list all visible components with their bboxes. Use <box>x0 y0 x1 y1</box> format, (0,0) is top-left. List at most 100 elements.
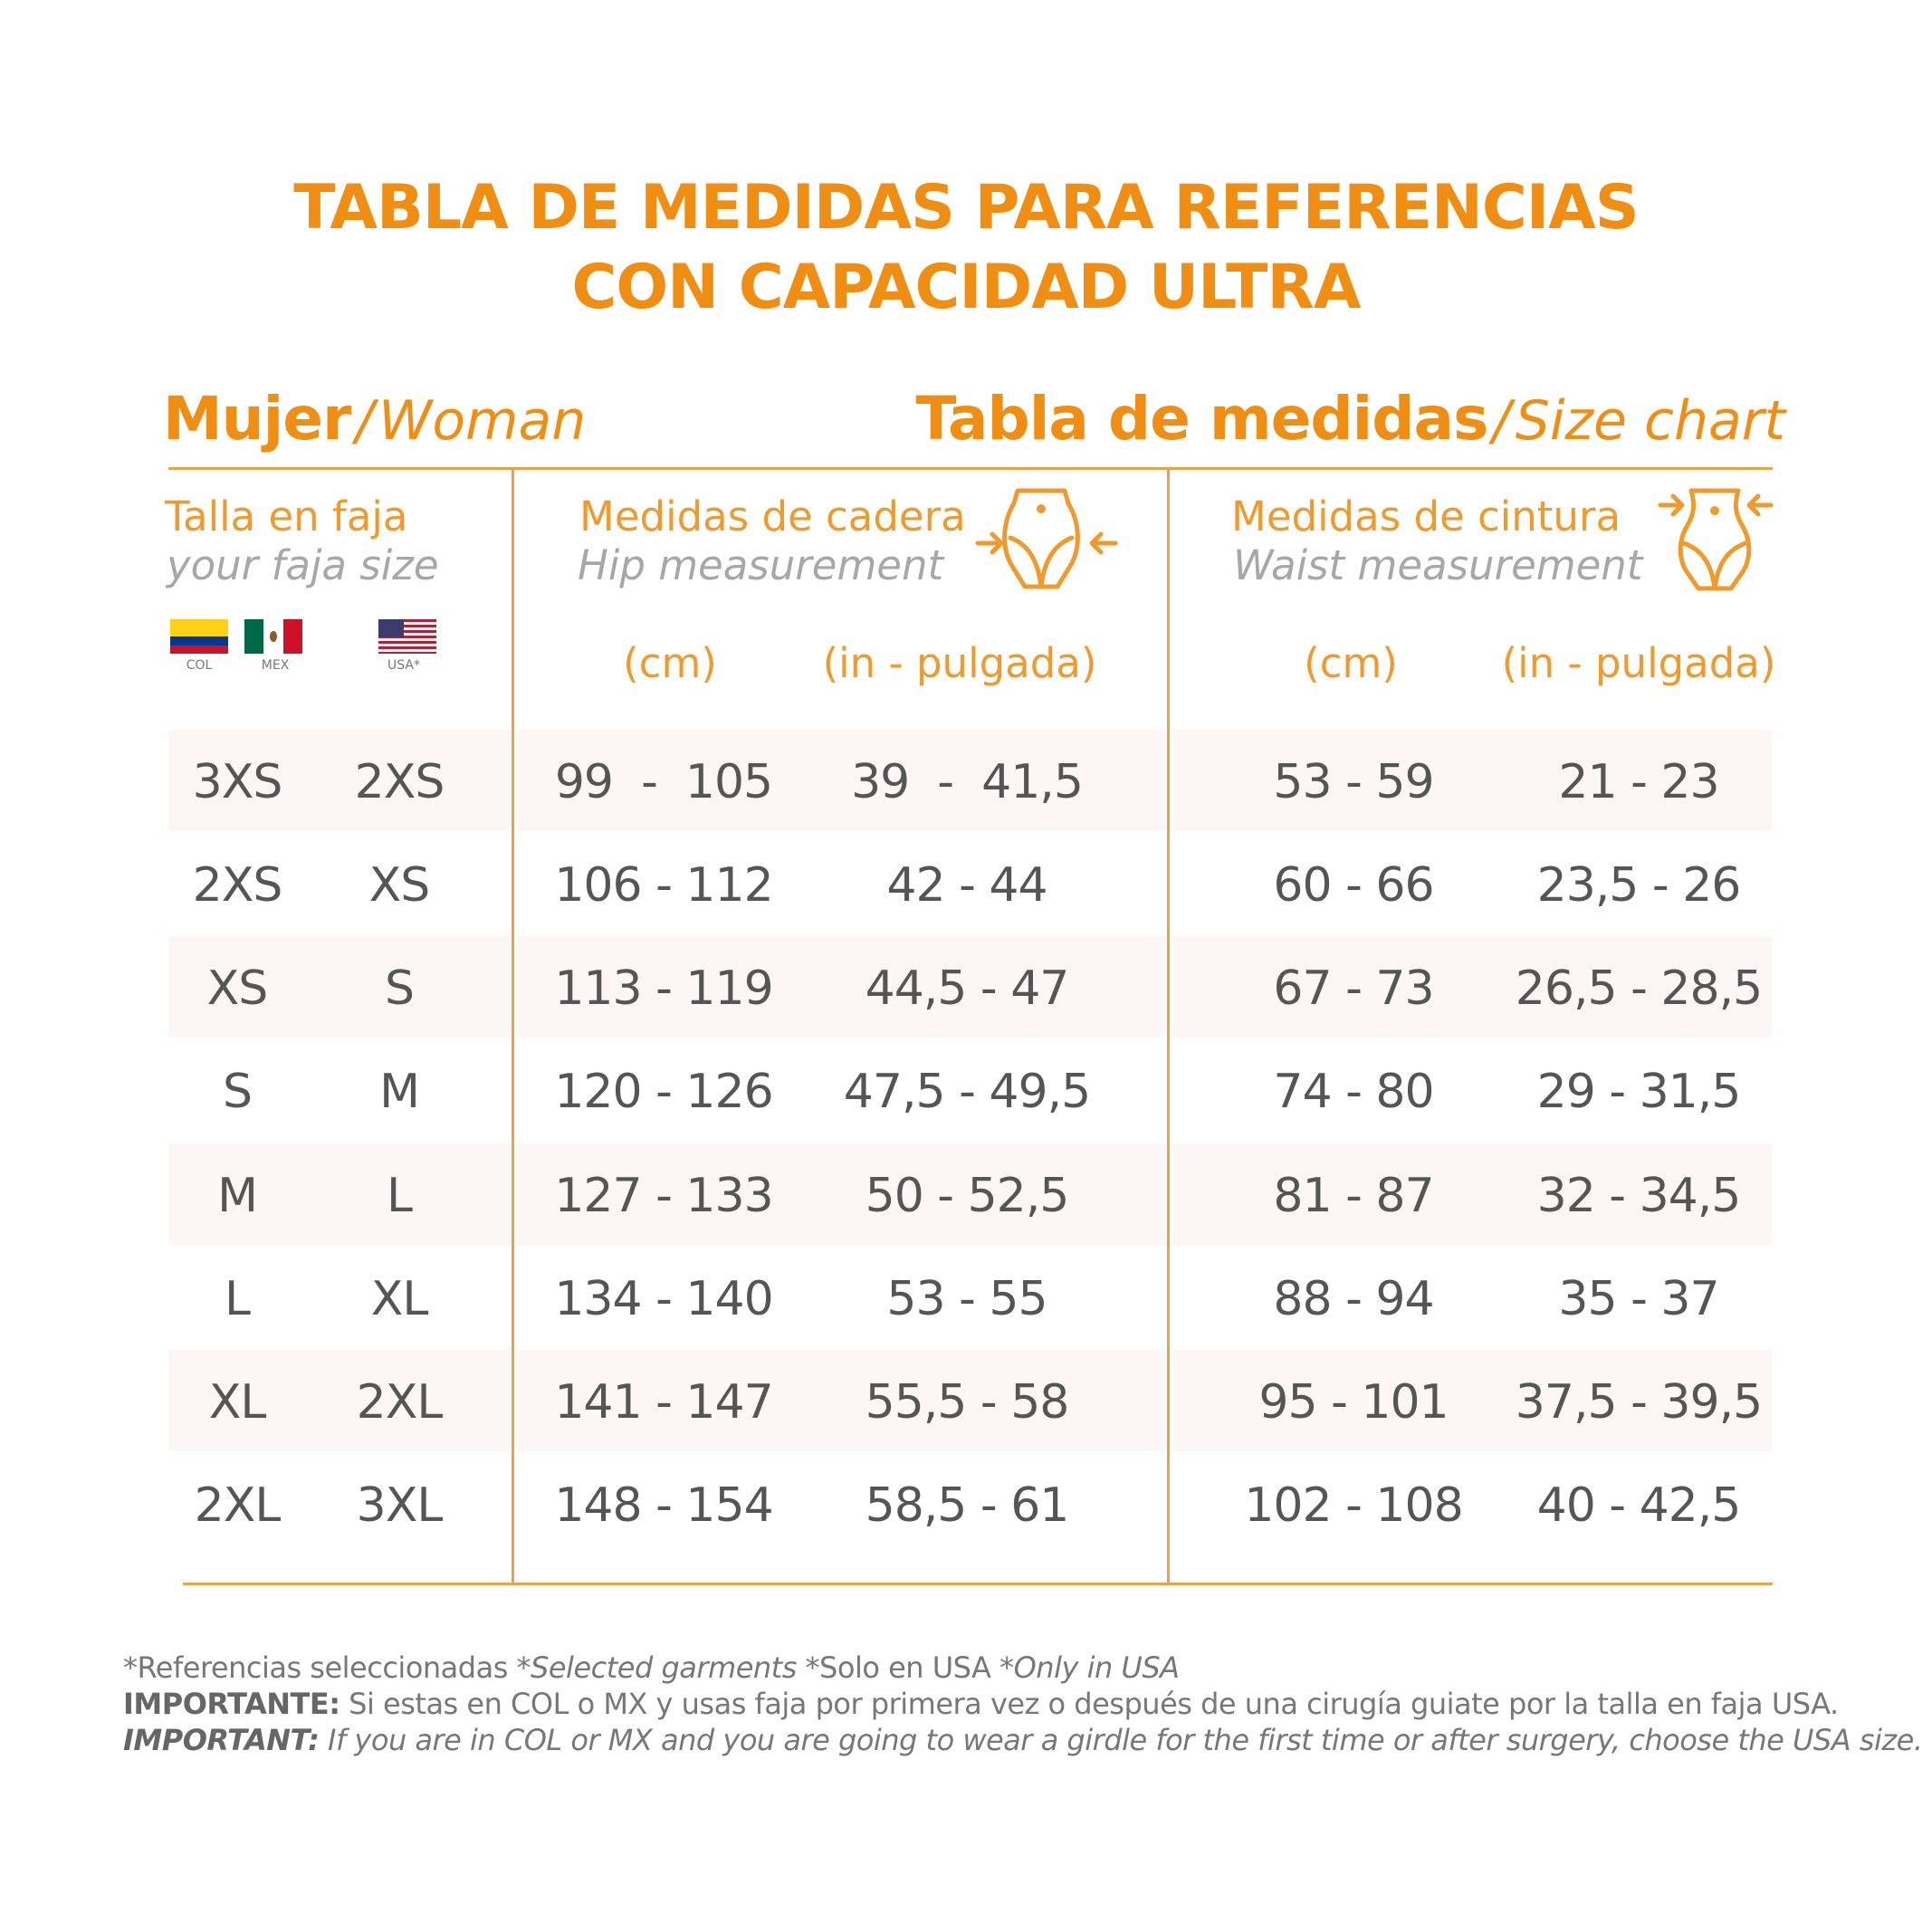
mexico-flag-icon <box>244 619 302 654</box>
row-band <box>518 1143 1166 1245</box>
footnote-usa-only-en: *Only in USA <box>999 1650 1180 1685</box>
cell-col-mex-size: XS <box>206 961 269 1016</box>
column-divider-1 <box>512 469 514 1584</box>
size-header-es: Talla en faja <box>165 493 408 540</box>
cell-col-mex-size: 2XS <box>192 858 283 913</box>
cell-hip-cm: 141 - 147 <box>554 1375 773 1430</box>
row-band <box>168 936 511 1038</box>
cell-col-mex-size: 3XS <box>192 755 283 809</box>
column-divider-2 <box>1167 469 1170 1584</box>
cell-waist-cm: 102 - 108 <box>1244 1478 1463 1533</box>
hip-arrows-icon <box>975 488 1118 589</box>
size-header-en: your faja size <box>167 541 439 589</box>
cell-usa-size: 2XL <box>356 1375 444 1430</box>
waist-arrows-icon <box>1658 488 1774 591</box>
subtitle-woman-en: Woman <box>378 389 587 453</box>
cell-waist-in: 32 - 34,5 <box>1536 1169 1742 1223</box>
cell-usa-size: M <box>379 1065 420 1119</box>
cell-waist-in: 35 - 37 <box>1558 1272 1719 1326</box>
waist-header-en: Waist measurement <box>1233 541 1643 589</box>
cell-hip-in: 42 - 44 <box>886 858 1047 913</box>
row-band <box>168 1350 511 1451</box>
usa-flag-icon <box>378 619 436 654</box>
cell-waist-in: 26,5 - 28,5 <box>1515 961 1763 1016</box>
subtitle-woman: Mujer / Woman <box>163 389 586 449</box>
subtitle-size-chart-es: Tabla de medidas <box>915 384 1488 454</box>
footnote-references-es: *Referencias seleccionadas <box>123 1650 517 1685</box>
hip-unit-in: (in - pulgada) <box>822 639 1097 687</box>
cell-usa-size: L <box>387 1169 413 1223</box>
cell-hip-cm: 106 - 112 <box>554 858 773 913</box>
subtitle-size-chart-en: Size chart <box>1515 389 1785 453</box>
table-bottom-rule <box>183 1583 1773 1585</box>
row-band <box>1173 730 1773 831</box>
waist-unit-cm: (cm) <box>1304 639 1398 687</box>
mexico-flag-label: MEX <box>261 658 290 673</box>
cell-hip-cm: 148 - 154 <box>554 1478 773 1533</box>
row-band <box>168 730 511 831</box>
cell-usa-size: XL <box>370 1272 429 1326</box>
cell-col-mex-size: M <box>217 1169 258 1223</box>
cell-hip-in: 55,5 - 58 <box>865 1375 1070 1430</box>
cell-usa-size: 3XL <box>356 1478 444 1533</box>
cell-col-mex-size: L <box>225 1272 251 1326</box>
title-line-1: TABLA DE MEDIDAS PARA REFERENCIAS <box>293 172 1639 244</box>
cell-hip-cm: 120 - 126 <box>554 1065 773 1119</box>
footnote-usa-only-es: *Solo en USA <box>796 1650 1000 1685</box>
cell-hip-in: 53 - 55 <box>886 1272 1047 1326</box>
hip-unit-cm: (cm) <box>623 639 717 687</box>
title-line-2: CON CAPACIDAD ULTRA <box>571 252 1361 323</box>
cell-usa-size: XS <box>368 858 431 913</box>
cell-hip-in: 50 - 52,5 <box>865 1169 1070 1223</box>
cell-waist-in: 37,5 - 39,5 <box>1515 1375 1763 1430</box>
footnote-important-en-label: IMPORTANT: <box>123 1723 320 1757</box>
waist-unit-in: (in - pulgada) <box>1501 639 1776 687</box>
subtitle-woman-es: Mujer <box>163 384 352 454</box>
row-band <box>168 1143 511 1245</box>
cell-col-mex-size: XL <box>208 1375 267 1430</box>
row-band <box>518 936 1166 1038</box>
footnote-important-es-text: Si estas en COL o MX y usas faja por pri… <box>340 1687 1839 1721</box>
cell-hip-cm: 99 - 105 <box>554 755 773 809</box>
row-band <box>518 1350 1166 1451</box>
footnote-important-en: IMPORTANT: If you are in COL or MX and y… <box>123 1726 1923 1755</box>
waist-header-es: Medidas de cintura <box>1231 493 1621 540</box>
cell-waist-in: 23,5 - 26 <box>1536 858 1742 913</box>
cell-hip-cm: 134 - 140 <box>554 1272 773 1326</box>
subtitle-size-chart: Tabla de medidas / Size chart <box>915 389 1785 449</box>
footnote-important-en-text: If you are in COL or MX and you are goin… <box>319 1723 1923 1757</box>
cell-hip-in: 47,5 - 49,5 <box>843 1065 1091 1119</box>
cell-usa-size: S <box>384 961 415 1016</box>
cell-hip-in: 58,5 - 61 <box>865 1478 1070 1533</box>
cell-waist-cm: 60 - 66 <box>1273 858 1434 913</box>
cell-waist-cm: 74 - 80 <box>1273 1065 1434 1119</box>
colombia-flag-label: COL <box>186 658 213 673</box>
colombia-flag-icon <box>170 619 228 654</box>
row-band <box>1173 1143 1773 1245</box>
hip-header-en: Hip measurement <box>578 541 944 589</box>
cell-col-mex-size: 2XL <box>194 1478 282 1533</box>
cell-waist-in: 40 - 42,5 <box>1536 1478 1742 1533</box>
subtitle-woman-slash: / <box>355 389 374 453</box>
hip-header-es: Medidas de cadera <box>579 493 966 540</box>
table-top-rule <box>168 467 1773 470</box>
cell-waist-in: 21 - 23 <box>1558 755 1719 809</box>
row-band <box>1173 936 1773 1038</box>
footnote-important-es-label: IMPORTANTE: <box>123 1687 340 1721</box>
cell-hip-cm: 127 - 133 <box>554 1169 773 1223</box>
footnote-references: *Referencias seleccionadas *Selected gar… <box>123 1653 1180 1682</box>
cell-col-mex-size: S <box>222 1065 253 1119</box>
cell-waist-in: 29 - 31,5 <box>1536 1065 1742 1119</box>
row-band <box>518 730 1166 831</box>
cell-usa-size: 2XS <box>354 755 445 809</box>
cell-hip-cm: 113 - 119 <box>554 961 773 1016</box>
cell-hip-in: 39 - 41,5 <box>851 755 1084 809</box>
cell-hip-in: 44,5 - 47 <box>865 961 1070 1016</box>
row-band <box>1173 1350 1773 1451</box>
footnote-references-en: *Selected garments <box>516 1650 798 1685</box>
cell-waist-cm: 88 - 94 <box>1273 1272 1434 1326</box>
footnote-important-es: IMPORTANTE: Si estas en COL o MX y usas … <box>123 1689 1839 1718</box>
cell-waist-cm: 95 - 101 <box>1258 1375 1449 1430</box>
cell-waist-cm: 81 - 87 <box>1273 1169 1434 1223</box>
cell-waist-cm: 67 - 73 <box>1273 961 1434 1016</box>
